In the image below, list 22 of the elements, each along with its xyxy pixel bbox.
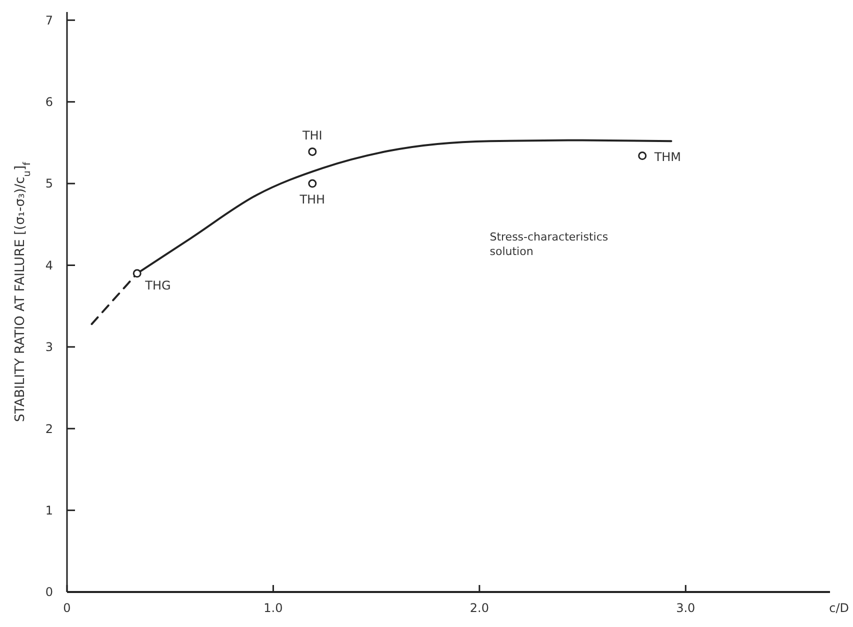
annotation: THG — [144, 278, 171, 292]
x-axis-title: c/D — [829, 601, 849, 615]
y-tick-label: 0 — [45, 585, 53, 600]
y-tick-label: 5 — [45, 176, 53, 191]
point — [132, 269, 142, 278]
annotation: THM — [653, 150, 682, 164]
y-tick-label: 1 — [45, 504, 53, 518]
x-tick-label: 1.0 — [264, 601, 283, 615]
point — [308, 179, 317, 188]
point — [308, 147, 317, 156]
y-tick-label: 2 — [45, 422, 53, 436]
annotation: THI — [301, 128, 322, 143]
x-tick-label: 0 — [63, 601, 71, 615]
y-tick-label: 4 — [45, 258, 53, 272]
y-tick-label: 7 — [45, 13, 53, 28]
x-tick-label: 2.0 — [470, 601, 489, 615]
annotation: THH — [298, 192, 326, 207]
y-tick-label: 6 — [45, 95, 53, 110]
x-tick-label: 3.0 — [676, 601, 696, 615]
annotation: Stress-characteristics solution — [490, 230, 608, 258]
point — [638, 152, 647, 160]
y-tick-label: 3 — [45, 340, 53, 354]
